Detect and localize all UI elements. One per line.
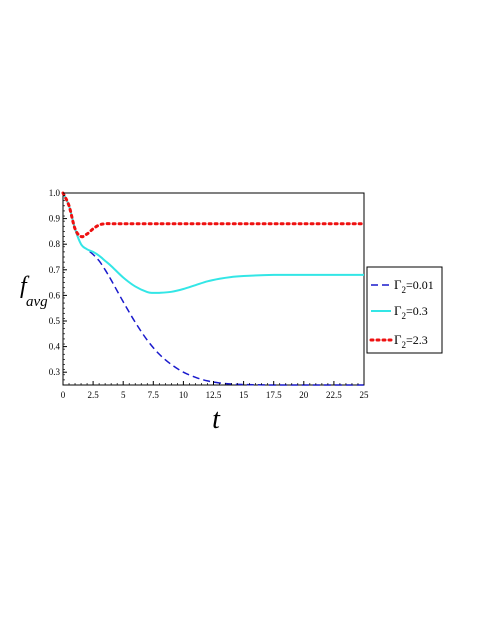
legend-label-value: =2.3 bbox=[406, 333, 428, 347]
x-axis-label: t bbox=[212, 404, 221, 435]
x-tick-label: 5 bbox=[121, 390, 126, 400]
legend-item-0: Γ2=0.01 bbox=[371, 277, 434, 295]
y-tick-label: 0.7 bbox=[49, 265, 61, 275]
x-tick-label: 22.5 bbox=[326, 390, 342, 400]
x-tick-label: 0 bbox=[61, 390, 66, 400]
y-axis-label-subscript: avg bbox=[26, 294, 48, 310]
y-tick-label: 0.4 bbox=[49, 342, 61, 352]
legend-label-subscript: 2 bbox=[402, 311, 407, 321]
y-tick-label: 0.8 bbox=[49, 239, 61, 249]
legend-label-name: Γ bbox=[394, 332, 402, 347]
x-tick-label: 10 bbox=[179, 390, 189, 400]
x-tick-label: 20 bbox=[299, 390, 309, 400]
x-tick-label: 17.5 bbox=[266, 390, 282, 400]
y-tick-label: 0.9 bbox=[49, 214, 61, 224]
y-tick-label: 1.0 bbox=[49, 188, 61, 198]
plot-area: 0 2.5 5 7.5 10 12.5 15 17.5 20 22.5 25 0.30.40.50.… bbox=[49, 188, 369, 400]
x-tick-label: 7.5 bbox=[148, 390, 160, 400]
x-axis-ticks: 0 2.5 5 7.5 10 12.5 15 17.5 20 22.5 25 bbox=[61, 381, 369, 400]
legend-label-name: Γ bbox=[394, 303, 402, 318]
series-line-0 bbox=[62, 192, 364, 386]
legend-item-2: Γ2=2.3 bbox=[369, 332, 428, 350]
legend-item-1: Γ2=0.3 bbox=[371, 303, 428, 321]
x-tick-label: 2.5 bbox=[87, 390, 99, 400]
y-axis-label-main: f bbox=[20, 273, 30, 299]
y-tick-label: 0.6 bbox=[49, 290, 61, 300]
y-tick-label: 0.3 bbox=[49, 367, 61, 377]
y-tick-label: 0.5 bbox=[49, 316, 61, 326]
legend-label-value: =0.01 bbox=[406, 278, 434, 292]
legend-label-value: =0.3 bbox=[406, 304, 428, 318]
x-tick-label: 25 bbox=[360, 390, 370, 400]
series-line-1 bbox=[62, 192, 364, 294]
legend-label-subscript: 2 bbox=[402, 285, 407, 295]
legend-label-name: Γ bbox=[394, 277, 402, 292]
y-axis-label: f avg bbox=[20, 273, 48, 310]
series-layer bbox=[61, 191, 366, 386]
plot-frame bbox=[62, 192, 365, 386]
x-tick-label: 15 bbox=[239, 390, 249, 400]
legend-label: Γ2=0.3 bbox=[394, 303, 428, 321]
legend-label: Γ2=2.3 bbox=[394, 332, 428, 350]
legend-label: Γ2=0.01 bbox=[394, 277, 434, 295]
series-line-2 bbox=[61, 191, 366, 239]
x-tick-label: 12.5 bbox=[206, 390, 222, 400]
y-axis-ticks: 0.3 0.4 0.5 0.6 0.7 0.8 0.9 1.0 bbox=[49, 188, 67, 386]
legend-label-subscript: 2 bbox=[402, 340, 407, 350]
